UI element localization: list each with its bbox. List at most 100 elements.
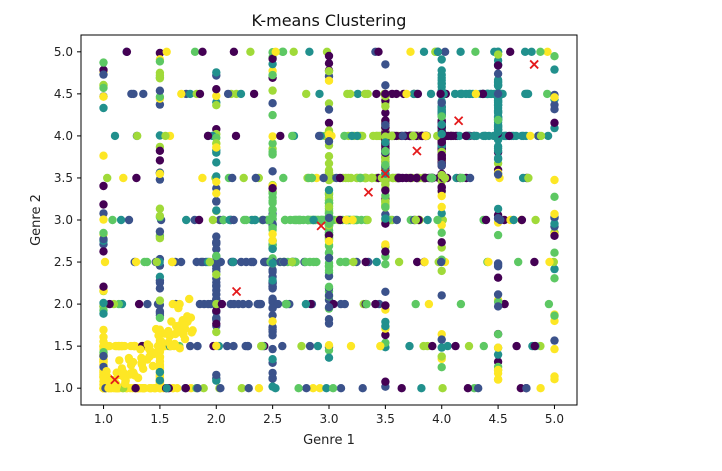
data-point: [212, 158, 221, 167]
data-point: [319, 173, 328, 183]
data-point: [381, 214, 390, 223]
data-point: [149, 349, 158, 359]
data-point: [324, 99, 334, 108]
data-point: [381, 260, 390, 269]
data-point: [426, 173, 435, 183]
data-point: [465, 173, 475, 183]
data-point: [268, 205, 277, 214]
data-point: [315, 384, 325, 393]
data-point: [437, 266, 446, 276]
data-point: [268, 311, 277, 320]
data-point: [268, 373, 277, 383]
data-point: [121, 379, 130, 388]
data-point: [212, 306, 221, 315]
data-point: [155, 71, 165, 80]
data-point: [465, 89, 475, 99]
data-point: [550, 93, 559, 102]
data-point: [228, 173, 237, 183]
data-point: [162, 47, 171, 56]
data-point: [276, 131, 285, 141]
data-point: [133, 131, 142, 141]
data-point: [493, 50, 503, 59]
data-point: [493, 127, 503, 137]
data-point: [99, 209, 108, 218]
data-point: [155, 204, 165, 213]
data-point: [372, 89, 381, 99]
data-point: [550, 274, 559, 283]
data-point: [268, 147, 277, 157]
data-point: [381, 108, 390, 118]
y-tick-label: 4.0: [54, 129, 73, 143]
data-point: [288, 131, 297, 141]
data-point: [194, 215, 204, 225]
data-point: [324, 130, 334, 139]
data-point: [236, 89, 246, 99]
data-point: [99, 282, 108, 291]
data-point: [550, 231, 559, 240]
data-point: [381, 330, 390, 340]
data-point: [381, 132, 390, 141]
data-point: [324, 185, 334, 195]
data-point: [229, 215, 238, 225]
data-point: [99, 215, 108, 224]
data-point: [116, 215, 126, 225]
data-point: [212, 313, 221, 323]
data-point: [426, 89, 436, 99]
data-point: [550, 65, 559, 74]
data-point: [99, 341, 108, 351]
data-point: [155, 156, 165, 165]
data-point: [437, 238, 446, 247]
centroid-markers: [110, 59, 539, 385]
data-point: [419, 47, 429, 56]
data-point: [289, 47, 298, 56]
data-point: [346, 341, 356, 351]
data-point: [109, 384, 119, 393]
data-point: [155, 48, 165, 58]
y-tick-label: 3.5: [54, 171, 73, 185]
data-point: [268, 244, 277, 254]
data-point: [99, 234, 108, 244]
data-point: [506, 47, 515, 56]
data-point: [155, 211, 165, 221]
data-point: [212, 282, 221, 291]
data-point: [356, 173, 365, 183]
y-tick-label: 2.5: [54, 255, 73, 269]
data-point: [381, 160, 390, 170]
data-point: [115, 356, 124, 365]
data-point: [193, 341, 202, 351]
data-point: [406, 47, 415, 56]
data-point: [371, 299, 380, 309]
data-point: [493, 204, 503, 214]
data-point: [437, 343, 446, 352]
data-point: [268, 355, 277, 364]
data-point: [132, 173, 141, 183]
data-point: [155, 272, 165, 281]
data-point: [524, 173, 533, 183]
data-point: [198, 173, 207, 183]
data-point: [268, 132, 277, 141]
data-point: [268, 54, 277, 63]
y-tick-label: 3.0: [54, 213, 73, 227]
data-point: [545, 257, 554, 267]
data-point: [223, 89, 233, 99]
data-point: [493, 108, 503, 117]
data-point: [437, 182, 446, 192]
data-point: [493, 365, 503, 375]
data-point: [302, 384, 311, 393]
data-point: [522, 384, 531, 393]
data-point: [509, 215, 518, 225]
data-point: [437, 202, 446, 212]
data-point: [369, 131, 378, 141]
data-point: [324, 231, 334, 240]
data-point: [437, 112, 446, 121]
data-point: [493, 100, 503, 110]
data-point: [99, 151, 108, 160]
data-point: [315, 89, 324, 99]
data-point: [456, 299, 466, 309]
data-point: [437, 66, 446, 75]
data-point: [155, 86, 165, 95]
data-point: [530, 341, 539, 351]
data-point: [174, 303, 183, 313]
data-point: [268, 184, 277, 193]
data-point: [212, 245, 221, 254]
